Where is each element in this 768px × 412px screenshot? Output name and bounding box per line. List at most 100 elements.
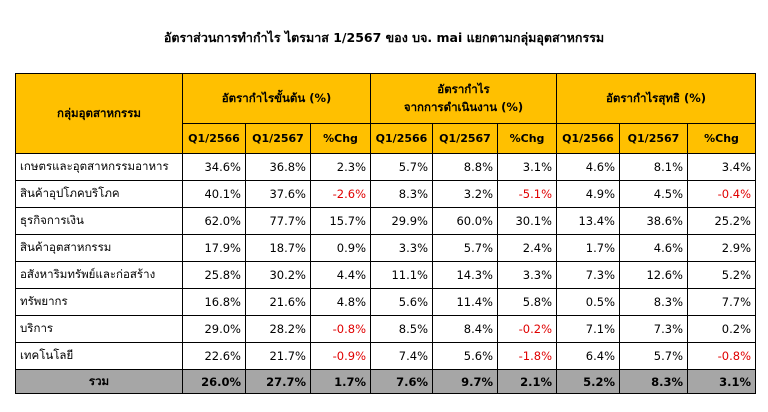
cell: 12.6% [619,261,688,289]
cell: 3.1% [687,369,756,394]
cell: 15.7% [310,207,371,235]
cell: 4.8% [310,288,371,316]
cell: 1.7% [556,234,620,262]
row-label: อสังหาริมทรัพย์และก่อสร้าง [15,261,183,289]
row-label: บริการ [15,315,183,343]
title: อัตราส่วนการทำกำไร ไตรมาส 1/2567 ของ บจ.… [163,30,605,45]
cell: 77.7% [245,207,311,235]
cell: 7.3% [556,261,620,289]
cell: 21.6% [245,288,311,316]
cell: 8.3% [619,288,688,316]
cell: 22.6% [182,342,246,370]
group-header-line: อัตรากำไรขั้นต้น (%) [221,90,332,105]
cell: -0.2% [497,315,557,343]
cell: -0.8% [310,315,371,343]
cell: 14.3% [432,261,498,289]
subheader: Q1/2566 [370,123,433,154]
cell: 7.4% [370,342,433,370]
cell: 21.7% [245,342,311,370]
cell: 8.8% [432,153,498,181]
profit-table: กลุ่มอุตสาหกรรม อัตรากำไรขั้นต้น (%) อัตรา… [15,73,756,394]
cell: 25.8% [182,261,246,289]
cell: 30.1% [497,207,557,235]
cell: 11.1% [370,261,433,289]
cell: 62.0% [182,207,246,235]
cell: 60.0% [432,207,498,235]
cell: 34.6% [182,153,246,181]
cell: 2.4% [497,234,557,262]
cell: 8.5% [370,315,433,343]
cell: 2.9% [687,234,756,262]
group-header: อัตรากำไรสุทธิ (%) [556,73,756,124]
cell: 8.3% [619,369,688,394]
cell: 4.9% [556,180,620,208]
cell: 4.6% [556,153,620,181]
cell: 1.7% [310,369,371,394]
cell: -1.8% [497,342,557,370]
table-row: ธุรกิจการเงิน 62.0% 77.7% 15.7% 29.9% 60.0% 30… [15,207,756,235]
cell: 3.4% [687,153,756,181]
subheader: Q1/2566 [182,123,246,154]
subheader: Q1/2566 [556,123,620,154]
cell: 4.5% [619,180,688,208]
cell: 3.2% [432,180,498,208]
table-row: สินค้าอุปโภคบริโภค 40.1% 37.6% -2.6% 8.3% 3.2… [15,180,756,208]
row-label: เทคโนโลยี [15,342,183,370]
cell: 8.4% [432,315,498,343]
cell: 30.2% [245,261,311,289]
cell: 3.3% [370,234,433,262]
cell: 25.2% [687,207,756,235]
table-body: กลุ่มอุตสาหกรรม อัตรากำไรขั้นต้น (%) อัตรา… [15,73,756,394]
cell: 5.7% [432,234,498,262]
group-header-line: อัตรากำไรสุทธิ (%) [605,90,707,105]
cell: 2.3% [310,153,371,181]
cell: 27.7% [245,369,311,394]
cell: 0.5% [556,288,620,316]
subheader: %Chg [497,123,557,154]
cell: 4.6% [619,234,688,262]
table-row: บริการ 29.0% 28.2% -0.8% 8.5% 8.4% -0.2% 7.1% 7.… [15,315,756,343]
cell: -2.6% [310,180,371,208]
subheader: Q1/2567 [619,123,688,154]
row-label: สินค้าอุปโภคบริโภค [15,180,183,208]
cell: 7.1% [556,315,620,343]
cell: 6.4% [556,342,620,370]
table-row: สินค้าอุตสาหกรรม 17.9% 18.7% 0.9% 3.3% 5.7% 2.… [15,234,756,262]
row-label: เกษตรและอุตสาหกรรมอาหาร [15,153,183,181]
cell: 3.1% [497,153,557,181]
group-header: อัตรากำไรจากการดำเนินงาน (%) [370,73,557,124]
cell: 28.2% [245,315,311,343]
table-row: ทรัพยากร 16.8% 21.6% 4.8% 5.6% 11.4% 5.8% 0.5% 8… [15,288,756,316]
cell: 0.2% [687,315,756,343]
cell: 5.7% [619,342,688,370]
cell: 5.6% [432,342,498,370]
cell: 5.7% [370,153,433,181]
cell: 29.0% [182,315,246,343]
table-row: อสังหาริมทรัพย์และก่อสร้าง 25.8% 30.2% 4.4%… [15,261,756,289]
cell: 26.0% [182,369,246,394]
cell: 4.4% [310,261,371,289]
subheader: %Chg [310,123,371,154]
cell: 8.3% [370,180,433,208]
row-label: สินค้าอุตสาหกรรม [15,234,183,262]
cell: 40.1% [182,180,246,208]
cell: 11.4% [432,288,498,316]
cell: 38.6% [619,207,688,235]
subheader: Q1/2567 [432,123,498,154]
cell: -0.4% [687,180,756,208]
cell: 7.3% [619,315,688,343]
cell: 7.6% [370,369,433,394]
cell: 3.3% [497,261,557,289]
cell: 8.1% [619,153,688,181]
group-header-line: จากการดำเนินงาน (%) [403,99,524,114]
row-label: รวม [15,369,183,394]
cell: 29.9% [370,207,433,235]
header-row: กลุ่มอุตสาหกรรม อัตรากำไรขั้นต้น (%) อัตรา… [15,73,756,154]
cell: -0.9% [310,342,371,370]
cell: 18.7% [245,234,311,262]
group-header: อัตรากำไรขั้นต้น (%) [182,73,371,124]
group-header-line: อัตรากำไร [437,81,490,96]
cell: 7.7% [687,288,756,316]
cell: 5.2% [556,369,620,394]
cell: 16.8% [182,288,246,316]
